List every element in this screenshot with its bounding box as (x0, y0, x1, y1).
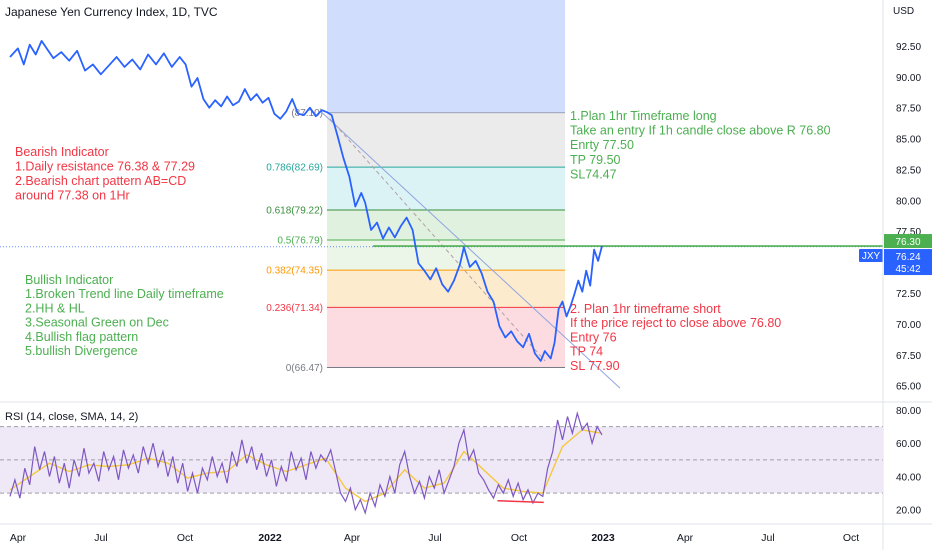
rsi-pane: 80.00 60.00 40.00 20.00 (0, 406, 921, 517)
plan_short-annotation-line: SL 77.90 (570, 359, 620, 373)
symbol-tag: JXY (862, 251, 881, 262)
plan_short-annotation-line: 2. Plan 1hr timeframe short (570, 302, 721, 316)
plan_short-annotation-line: TP 74 (570, 345, 603, 359)
price-axis-tick: 82.50 (896, 165, 921, 176)
bullish-annotation-line: 2.HH & HL (25, 301, 85, 315)
bullish-annotation-line: 4.Bullish flag pattern (25, 330, 138, 344)
time-axis-tick: 2022 (258, 532, 282, 544)
time-axis-tick: Apr (344, 532, 361, 544)
price-axis-tick: 65.00 (896, 382, 921, 393)
price-series-line (9, 40, 603, 362)
time-axis-tick: Apr (10, 532, 27, 544)
time-axis-tick: Jul (428, 532, 441, 544)
fib-level-label: (87.10) (291, 108, 323, 119)
fib-level-label: 0(66.47) (286, 363, 323, 374)
rsi-axis-tick: 80.00 (896, 406, 921, 417)
fib-zone (327, 209, 565, 240)
fib-zone (327, 167, 565, 210)
countdown-timer: 45:42 (895, 264, 920, 275)
time-axis-tick: Oct (843, 532, 859, 544)
price-axis-tick: 87.50 (896, 104, 921, 115)
rsi-axis-tick: 20.00 (896, 506, 921, 517)
price-axis-tick: 70.00 (896, 320, 921, 331)
plan_short-annotation-line: Entry 76 (570, 330, 617, 344)
fib-level-label: 0.382(74.35) (266, 266, 323, 277)
bearish-annotation-line: around 77.38 on 1Hr (15, 189, 130, 203)
plan_long-annotation-line: Enrty 77.50 (570, 138, 634, 152)
currency-label: USD (893, 6, 914, 17)
price-axis-tick: 67.50 (896, 351, 921, 362)
bullish-annotation-line: 3.Seasonal Green on Dec (25, 316, 169, 330)
fib-zone (327, 112, 565, 168)
price-axis-tick: 72.50 (896, 289, 921, 300)
plan_long-annotation-line: 1.Plan 1hr Timeframe long (570, 109, 717, 123)
plan_long-annotation-line: TP 79.50 (570, 153, 621, 167)
resistance-price-tag: 76.30 (895, 237, 920, 248)
current-price-tag-bg (884, 249, 932, 276)
rsi-line (9, 411, 603, 516)
chart-title: Japanese Yen Currency Index, 1D, TVC (5, 5, 218, 19)
rsi-axis-tick: 40.00 (896, 472, 921, 483)
price-axis-tick: 77.50 (896, 227, 921, 238)
resistance-price-tag-bg (884, 234, 932, 249)
plan_long-annotation-line: SL74.47 (570, 167, 617, 181)
time-axis-tick: Jul (94, 532, 107, 544)
price-axis-tick: 85.00 (896, 135, 921, 146)
fibonacci-retracement: (87.10) 0.786(82.69) 0.618(79.22) 0.5(76.79… (266, 108, 565, 374)
time-axis-tick: Oct (177, 532, 193, 544)
plan_long-annotation-line: Take an entry If 1h candle close above R… (570, 124, 831, 138)
rsi-indicator-title[interactable]: RSI (14, close, SMA, 14, 2) (5, 411, 138, 423)
bullish-annotation-line: 5.bullish Divergence (25, 344, 138, 358)
fib-level-label: 0.786(82.69) (266, 163, 323, 174)
trend-line-dashed (329, 118, 546, 362)
trend-line (321, 112, 621, 389)
symbol-tag-bg (859, 249, 883, 263)
time-axis-tick: 2023 (591, 532, 615, 544)
price-axis[interactable]: 92.5090.0087.5085.0082.5080.0077.5075.00… (896, 42, 921, 393)
bullish-annotation-line: 1.Broken Trend line Daily timeframe (25, 287, 224, 301)
price-axis-tick: 92.50 (896, 42, 921, 53)
time-axis-tick: Apr (677, 532, 694, 544)
time-axis-tick: Oct (511, 532, 527, 544)
fib-level-label: 0.5(76.79) (277, 235, 323, 246)
bearish-annotation-line: Bearish Indicator (15, 145, 109, 159)
bearish-annotation-line: 1.Daily resistance 76.38 & 77.29 (15, 160, 195, 174)
price-axis-tick: 90.00 (896, 73, 921, 84)
fib-level-label: 0.618(79.22) (266, 205, 323, 216)
time-axis[interactable]: Apr Jul Oct 2022 Apr Jul Oct 2023 Apr Jul Oct (10, 532, 859, 544)
divergence-line (497, 499, 544, 504)
fib-level-label: 0.236(71.34) (266, 303, 323, 314)
price-axis-tick: 80.00 (896, 196, 921, 207)
rsi-sma-line (9, 429, 603, 503)
time-axis-tick: Jul (761, 532, 774, 544)
bullish-annotation-line: Bullish Indicator (25, 273, 113, 287)
current-price-tag: 76.24 (895, 252, 920, 263)
time-range-highlight (327, 0, 565, 113)
bearish-annotation-line: 2.Bearish chart pattern AB=CD (15, 174, 186, 188)
rsi-axis-tick: 60.00 (896, 439, 921, 450)
fib-zone (327, 239, 565, 271)
fib-zone (327, 307, 565, 368)
plan_short-annotation-line: If the price reject to close above 76.80 (570, 316, 781, 330)
